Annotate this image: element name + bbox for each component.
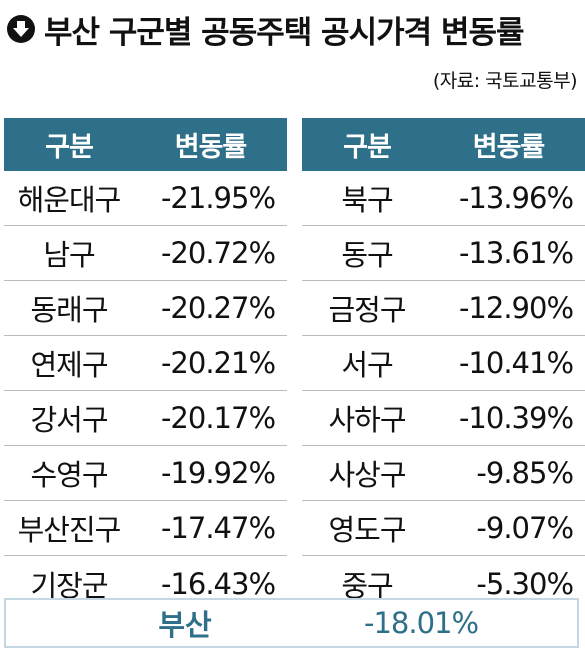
table-row: 해운대구 -21.95% [4, 171, 287, 226]
district-cell: 기장군 [30, 568, 108, 603]
district-cell: 부산진구 [17, 513, 122, 547]
district-cell: 영도구 [328, 513, 406, 547]
page-title: 부산 구군별 공동주택 공시가격 변동률 [44, 14, 524, 51]
table-row: 영도구 -9.07% [302, 501, 585, 556]
summary-row: 부산 -18.01% [4, 598, 579, 648]
table-row: 수영구 -19.92% [4, 446, 287, 501]
summary-value: -18.01% [364, 606, 479, 640]
change-cell: -20.27% [160, 291, 276, 325]
change-cell: -20.17% [160, 401, 276, 435]
district-cell: 동구 [341, 238, 393, 272]
down-arrow-circle-icon [7, 15, 35, 43]
district-cell: 남구 [43, 238, 95, 272]
summary-label: 부산 [158, 608, 212, 642]
change-cell: -12.90% [458, 291, 574, 325]
table-row: 사하구 -10.39% [302, 391, 585, 446]
left-table: 구분 변동률 해운대구 -21.95% 남구 -20.72% 동래구 -20.27% … [4, 118, 287, 611]
change-cell: -13.96% [458, 181, 574, 215]
column-header-change: 변동률 [472, 132, 546, 163]
table-row: 북구 -13.96% [302, 171, 585, 226]
change-cell: -5.30% [476, 566, 574, 601]
table-row: 동구 -13.61% [302, 226, 585, 281]
district-cell: 강서구 [30, 403, 108, 437]
column-header-district: 구분 [343, 132, 392, 163]
table-row: 중구 -5.30% [302, 556, 585, 611]
table-row: 동래구 -20.27% [4, 281, 287, 336]
change-cell: -16.43% [160, 566, 276, 601]
district-cell: 북구 [341, 183, 393, 217]
change-cell: -17.47% [160, 511, 276, 545]
table-row: 사상구 -9.85% [302, 446, 585, 501]
district-cell: 사상구 [328, 458, 406, 492]
change-cell: -20.21% [160, 346, 276, 380]
change-cell: -20.72% [160, 236, 276, 270]
left-table-body: 해운대구 -21.95% 남구 -20.72% 동래구 -20.27% 연제구 -20.… [4, 171, 287, 611]
change-cell: -19.92% [160, 456, 276, 490]
district-cell: 연제구 [30, 348, 108, 382]
right-table-body: 북구 -13.96% 동구 -13.61% 금정구 -12.90% 서구 -10.41%… [302, 171, 585, 611]
column-header-change: 변동률 [174, 132, 248, 163]
district-cell: 수영구 [30, 458, 108, 492]
table-row: 강서구 -20.17% [4, 391, 287, 446]
change-cell: -9.85% [476, 456, 574, 490]
left-table-header: 구분 변동률 [4, 118, 287, 171]
table-row: 서구 -10.41% [302, 336, 585, 391]
change-cell: -13.61% [458, 236, 574, 270]
district-cell: 금정구 [328, 293, 406, 327]
right-table: 구분 변동률 북구 -13.96% 동구 -13.61% 금정구 -12.90% 서구… [302, 118, 585, 611]
title-row: 부산 구군별 공동주택 공시가격 변동률 [6, 6, 524, 52]
change-cell: -10.39% [458, 401, 574, 435]
change-cell: -21.95% [160, 181, 276, 215]
district-cell: 중구 [341, 568, 393, 603]
change-cell: -9.07% [476, 511, 574, 545]
table-row: 연제구 -20.21% [4, 336, 287, 391]
column-header-district: 구분 [45, 132, 94, 163]
district-cell: 동래구 [30, 293, 108, 327]
right-table-header: 구분 변동률 [302, 118, 585, 171]
change-cell: -10.41% [458, 346, 574, 380]
district-cell: 서구 [341, 348, 393, 382]
table-row: 부산진구 -17.47% [4, 501, 287, 556]
table-row: 금정구 -12.90% [302, 281, 585, 336]
table-row: 기장군 -16.43% [4, 556, 287, 611]
table-row: 남구 -20.72% [4, 226, 287, 281]
district-cell: 해운대구 [17, 183, 122, 217]
district-cell: 사하구 [328, 403, 406, 437]
source-note: (자료: 국토교통부) [432, 70, 578, 92]
